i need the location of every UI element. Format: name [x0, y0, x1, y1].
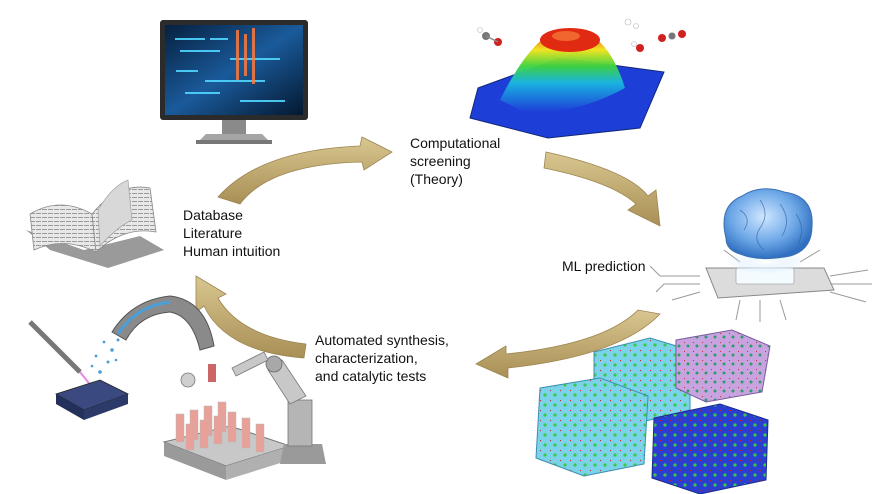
database-line-2: Literature	[183, 225, 243, 241]
automated-line-1: Automated synthesis,	[315, 332, 449, 348]
computer-monitor-icon	[160, 20, 308, 144]
database-line-1: Database	[183, 207, 243, 223]
database-literature-label: Database Literature Human intuition	[183, 206, 280, 260]
automated-line-2: characterization,	[315, 350, 418, 366]
ai-brain-chip-icon	[649, 188, 872, 322]
arrow-computational-to-ml	[543, 151, 661, 227]
database-line-3: Human intuition	[183, 243, 281, 259]
computational-line-2: screening	[410, 153, 471, 169]
ml-prediction-label: ML prediction	[562, 257, 646, 275]
arrow-database-to-computational	[217, 136, 393, 205]
computational-screening-label: Computational screening (Theory)	[410, 134, 500, 188]
robotic-lab-icon	[28, 295, 326, 480]
energy-surface-icon	[469, 18, 686, 139]
automated-line-3: and catalytic tests	[315, 368, 427, 384]
automated-synthesis-label: Automated synthesis, characterization, a…	[315, 331, 449, 385]
ml-line-1: ML prediction	[562, 258, 646, 274]
arrow-ml-to-automated	[475, 309, 661, 379]
computational-line-1: Computational	[410, 135, 501, 151]
arrow-automated-to-database	[195, 275, 307, 359]
computational-line-3: (Theory)	[410, 171, 463, 187]
crystal-structures-icon	[535, 329, 771, 494]
open-book-icon	[26, 179, 164, 268]
